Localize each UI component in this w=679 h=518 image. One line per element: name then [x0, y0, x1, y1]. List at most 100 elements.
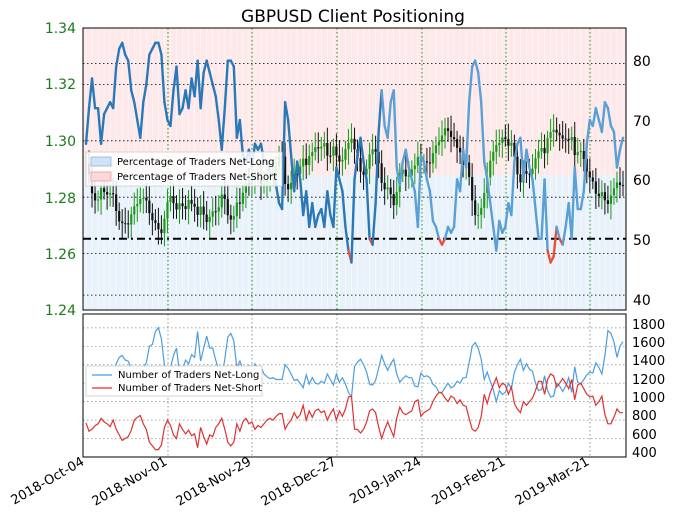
percent-long-segment — [145, 53, 151, 86]
percent-long-segment — [133, 101, 139, 122]
candle-body — [519, 174, 522, 183]
candle-body — [434, 145, 438, 154]
candle-body — [181, 203, 184, 207]
candle-body — [136, 203, 139, 207]
percent-tick-label: 40 — [633, 293, 651, 309]
count-tick-label: 1400 — [632, 354, 665, 369]
percent-long-segment — [139, 101, 145, 140]
candle-body — [395, 191, 398, 206]
candle-body — [564, 138, 567, 140]
candle-body — [558, 132, 561, 136]
candle-body — [226, 198, 229, 216]
candle-body — [241, 192, 244, 204]
percent-long-segment — [573, 166, 579, 211]
candle-body — [142, 197, 145, 199]
candle-body — [380, 163, 383, 183]
candle-body — [477, 214, 480, 216]
candle-body — [284, 156, 287, 184]
candle-body — [525, 171, 528, 174]
candle-body — [238, 202, 241, 204]
percent-long-segment — [443, 225, 450, 240]
candle-body — [504, 137, 507, 140]
candle-body — [489, 160, 492, 178]
percent-long-segment — [298, 178, 305, 217]
percent-long-segment — [157, 41, 163, 56]
candle-body — [446, 128, 450, 131]
candle-body — [96, 199, 100, 201]
candle-body — [528, 173, 531, 175]
percent-long-segment — [326, 190, 332, 217]
count-tick-label: 400 — [632, 446, 657, 461]
percent-long-segment — [344, 225, 350, 252]
percent-long-segment — [434, 225, 441, 240]
percent-long-segment — [425, 178, 432, 193]
percent-long-segment — [238, 118, 245, 157]
net-long-count-line — [85, 326, 624, 404]
candle-body — [353, 138, 356, 150]
candle-body — [458, 147, 462, 153]
candle-body — [615, 182, 619, 189]
percent-long-segment — [606, 106, 613, 128]
candle-body — [362, 171, 365, 175]
candle-body — [471, 177, 474, 201]
candle-body — [145, 197, 148, 201]
percent-long-segment — [199, 71, 205, 110]
candle-body — [302, 158, 305, 167]
candle-body — [606, 200, 610, 204]
percent-long-segment — [335, 166, 341, 181]
candle-body — [386, 187, 389, 190]
legend-label-net-long: Percentage of Traders Net-Long — [117, 157, 275, 168]
percent-long-segment — [274, 184, 281, 205]
candle-body — [163, 218, 166, 234]
percent-long-segment — [362, 160, 368, 181]
candle-body — [329, 155, 332, 157]
legend-bottom: Number of Traders Net-Long Number of Tra… — [85, 365, 263, 397]
candle-body — [121, 221, 124, 224]
candle-body — [109, 193, 112, 195]
percent-long-segment — [392, 89, 398, 169]
percent-long-segment — [579, 190, 585, 211]
percent-long-segment — [208, 71, 214, 86]
percent-tick-label: 80 — [633, 54, 651, 70]
percent-long-segment — [476, 71, 483, 104]
percent-long-segment — [371, 201, 377, 246]
percent-long-segment — [428, 190, 435, 223]
chart-title: GBPUSD Client Positioning — [241, 7, 465, 27]
candle-body — [124, 223, 127, 225]
candle-body — [184, 206, 187, 210]
percent-long-segment — [495, 219, 501, 252]
candle-body — [211, 211, 214, 217]
candle-body — [455, 139, 459, 148]
candle-body — [368, 154, 371, 169]
count-tick-label: 1200 — [632, 373, 665, 388]
candle-body — [308, 155, 311, 166]
count-tick-label: 1800 — [632, 318, 665, 333]
percent-tick-label: 60 — [633, 173, 651, 189]
percent-long-segment — [280, 101, 287, 211]
candle-body — [244, 183, 247, 193]
percent-long-segment — [359, 136, 365, 163]
candle-body — [338, 155, 341, 162]
candle-body — [178, 203, 181, 210]
percent-long-segment — [416, 154, 423, 229]
percent-long-segment — [458, 148, 465, 193]
candle-body — [299, 166, 302, 175]
percent-long-segment — [422, 160, 429, 181]
candle-body — [359, 158, 362, 172]
candle-body — [193, 203, 196, 207]
percent-long-segment — [114, 47, 121, 68]
percent-long-segment — [286, 118, 293, 157]
percent-long-segment — [561, 225, 567, 246]
percent-long-segment — [534, 207, 540, 240]
candle-body — [229, 215, 232, 220]
percent-long-segment — [452, 178, 459, 229]
candle-body — [404, 169, 407, 177]
candle-body — [407, 175, 410, 177]
legend-bottom-box — [85, 365, 263, 397]
candle-body — [570, 137, 573, 141]
percent-long-segment — [582, 142, 588, 193]
price-tick-label: 1.26 — [45, 247, 76, 263]
price-tick-label: 1.32 — [45, 77, 76, 93]
percent-long-segment — [163, 101, 169, 122]
candle-body — [588, 171, 591, 178]
